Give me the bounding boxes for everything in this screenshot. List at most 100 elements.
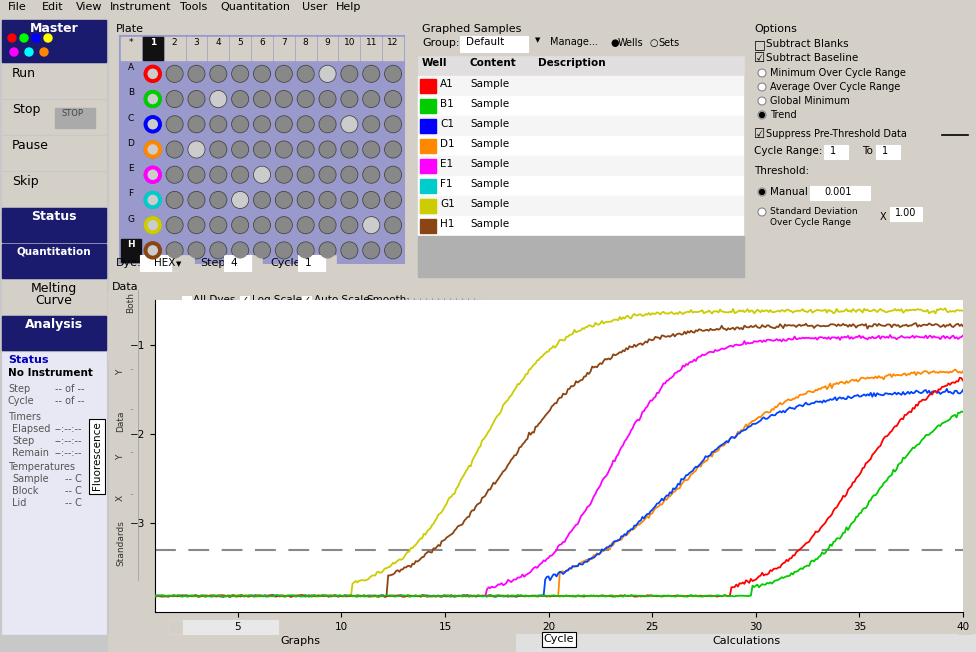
Circle shape [147, 144, 158, 155]
Text: Y: Y [116, 370, 125, 376]
Circle shape [167, 67, 183, 82]
Circle shape [232, 67, 248, 82]
Circle shape [232, 243, 248, 258]
Circle shape [147, 68, 158, 79]
Circle shape [319, 242, 336, 259]
Text: Timers: Timers [8, 412, 41, 422]
Text: Sample: Sample [470, 179, 509, 189]
Text: ✓: ✓ [240, 295, 249, 306]
Circle shape [232, 141, 249, 158]
Circle shape [211, 192, 225, 207]
Circle shape [211, 142, 225, 157]
Bar [108, 290, 138, 360]
Text: Sample: Sample [470, 139, 509, 149]
Circle shape [298, 141, 314, 158]
Circle shape [144, 91, 161, 108]
Text: D1: D1 [440, 139, 455, 149]
Text: ●: ● [610, 38, 619, 48]
Circle shape [166, 192, 183, 208]
Circle shape [275, 116, 292, 132]
Bar [420, 99, 436, 113]
Circle shape [166, 66, 183, 82]
Text: Graphed Samples: Graphed Samples [422, 24, 521, 34]
Circle shape [758, 208, 766, 216]
Text: E: E [128, 164, 134, 173]
Bar [418, 176, 744, 196]
Bar [230, 37, 250, 60]
Circle shape [364, 142, 379, 157]
Circle shape [144, 66, 161, 82]
Circle shape [166, 166, 183, 183]
Bar [0, 0, 976, 18]
Bar [108, 18, 976, 652]
Text: Step: Step [12, 436, 34, 446]
Text: Subtract Blanks: Subtract Blanks [766, 39, 848, 49]
Circle shape [210, 66, 226, 82]
Circle shape [386, 117, 400, 132]
Circle shape [276, 192, 291, 207]
Circle shape [363, 141, 380, 158]
Text: Both: Both [126, 292, 135, 313]
Text: 3: 3 [193, 38, 199, 47]
Text: 5: 5 [237, 38, 243, 47]
Bar [810, 186, 870, 200]
Text: 4: 4 [216, 38, 222, 47]
Text: File: File [8, 2, 26, 12]
Bar [165, 37, 184, 60]
Text: ☑: ☑ [754, 52, 765, 65]
Bar [186, 37, 206, 60]
Bar [326, 255, 336, 271]
Text: Temperatures: Temperatures [8, 462, 75, 472]
Text: Y: Y [116, 455, 125, 460]
Circle shape [166, 242, 183, 259]
Bar [420, 179, 436, 193]
Circle shape [299, 67, 313, 82]
Text: Log Scale: Log Scale [252, 295, 302, 305]
Text: H: H [127, 240, 135, 249]
Circle shape [364, 67, 379, 82]
Circle shape [363, 116, 380, 132]
Circle shape [255, 67, 269, 82]
Circle shape [364, 91, 379, 106]
Text: Data: Data [116, 410, 125, 432]
Circle shape [275, 192, 292, 208]
Text: STOP: STOP [61, 109, 83, 118]
Circle shape [758, 111, 766, 119]
Circle shape [189, 67, 204, 82]
Text: □: □ [754, 38, 766, 51]
Circle shape [211, 117, 225, 132]
Text: -- C: -- C [65, 498, 82, 508]
Circle shape [386, 192, 400, 207]
Text: Status: Status [31, 210, 77, 223]
Text: 11: 11 [365, 38, 377, 47]
Circle shape [299, 218, 313, 233]
Circle shape [210, 242, 226, 259]
Text: A1: A1 [440, 79, 454, 89]
Text: Options: Options [754, 24, 796, 34]
Circle shape [189, 243, 204, 258]
Text: HEX: HEX [154, 258, 176, 268]
Bar [317, 37, 338, 60]
Circle shape [299, 117, 313, 132]
Text: ✓: ✓ [303, 295, 310, 306]
Circle shape [232, 66, 249, 82]
Bar [108, 634, 516, 652]
Bar [140, 255, 178, 271]
Circle shape [145, 142, 160, 157]
Circle shape [254, 116, 270, 132]
Bar [418, 196, 744, 216]
Circle shape [758, 69, 766, 77]
Bar [902, 145, 910, 159]
Circle shape [211, 67, 225, 82]
Bar [240, 296, 249, 305]
Circle shape [342, 66, 357, 82]
Circle shape [188, 116, 205, 132]
Text: Cycle:: Cycle: [270, 258, 305, 268]
Text: Standard Deviation: Standard Deviation [770, 207, 858, 216]
Circle shape [758, 188, 766, 196]
Circle shape [144, 192, 161, 208]
Circle shape [166, 91, 183, 108]
Circle shape [342, 117, 357, 132]
Circle shape [188, 192, 205, 208]
Circle shape [232, 192, 249, 208]
